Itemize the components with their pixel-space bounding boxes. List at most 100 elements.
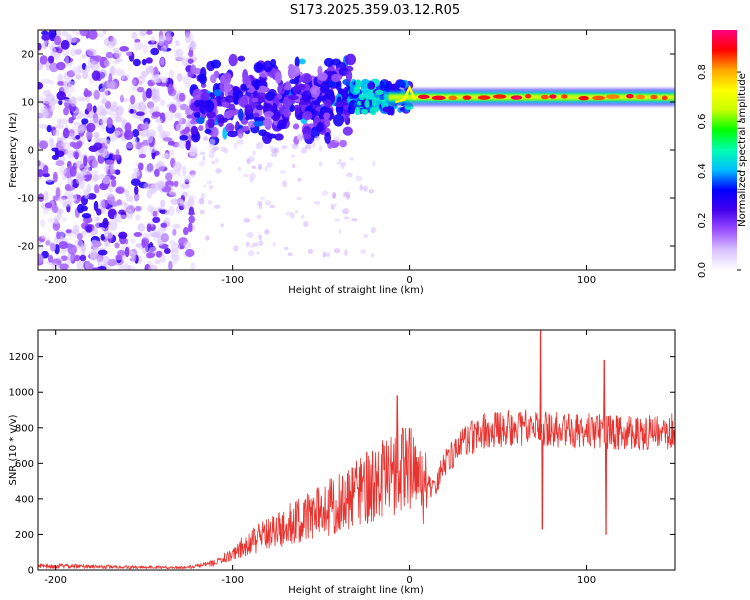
spectrogram-noise-blob — [75, 74, 82, 80]
spectrogram-noise-blob — [148, 264, 158, 270]
snr-y-tick-label: 1000 — [9, 388, 34, 399]
spectrogram-scatter-blob — [292, 123, 300, 130]
spectrogram-faint-blob — [237, 166, 242, 172]
spectrogram-noise-blob — [54, 147, 59, 158]
spectrogram-scatter-blob — [255, 104, 264, 111]
spectrogram-scatter-blob — [205, 111, 216, 119]
spectrogram-noise-blob — [179, 103, 189, 111]
spectrogram-noise-blob — [172, 161, 183, 172]
spectrogram-noise-blob — [156, 240, 164, 246]
spectrogram-noise-blob — [172, 223, 181, 230]
spectrogram-scatter-blob — [223, 82, 232, 93]
spectrogram-y-tick-label: -10 — [18, 194, 34, 205]
spectrogram-noise-blob — [83, 165, 91, 177]
spectrogram-onset-blob — [354, 106, 361, 116]
spectrogram-noise-blob — [139, 30, 147, 37]
spectrogram-noise-blob — [130, 178, 141, 187]
spectrogram-noise-blob — [100, 120, 106, 131]
spectrogram-noise-blob — [42, 172, 50, 178]
spectrogram-scatter-blob — [207, 118, 215, 129]
spectrogram-noise-blob — [48, 98, 55, 107]
spectrogram-noise-blob — [104, 139, 111, 148]
spectrogram-faint-blob — [318, 161, 323, 167]
spectrogram-faint-blob — [325, 252, 331, 258]
spectrogram-noise-blob — [140, 123, 150, 131]
spectrogram-trace-peak — [650, 94, 658, 100]
spectrogram-noise-blob — [41, 42, 48, 50]
spectrogram-noise-blob — [74, 151, 79, 160]
spectrogram-noise-blob — [145, 57, 153, 64]
spectrogram-x-tick-label: 100 — [577, 275, 596, 286]
spectrogram-y-tick-label: -20 — [18, 242, 34, 253]
spectrogram-noise-blob — [38, 253, 44, 264]
spectrogram-faint-blob — [370, 252, 375, 258]
spectrogram-scatter-blob — [218, 117, 228, 123]
spectrogram-noise-blob — [97, 249, 108, 256]
spectrogram-noise-blob — [102, 255, 111, 266]
spectrogram-noise-blob — [52, 129, 60, 137]
spectrogram-scatter-blob — [242, 125, 250, 132]
spectrogram-noise-blob — [126, 51, 133, 57]
spectrogram-noise-blob — [133, 192, 140, 202]
spectrogram-faint-blob — [210, 147, 217, 154]
spectrogram-noise-blob — [123, 130, 134, 141]
spectrogram-noise-blob — [108, 72, 113, 84]
spectrogram-noise-blob — [147, 204, 154, 213]
spectrogram-scatter-blob — [251, 97, 259, 103]
spectrogram-noise-blob — [135, 111, 145, 117]
spectrogram-noise-blob — [114, 50, 122, 59]
spectrogram-trace-peak — [417, 94, 430, 99]
spectrogram-onset-blob — [353, 85, 361, 94]
spectrogram-noise-blob — [188, 152, 196, 157]
spectrogram-faint-blob — [208, 185, 214, 190]
spectrogram-noise-blob — [46, 124, 52, 133]
spectrogram-faint-blob — [349, 157, 354, 161]
spectrogram-noise-blob — [161, 76, 169, 84]
spectrogram-faint-blob — [211, 160, 216, 165]
spectrogram-faint-blob — [297, 177, 302, 182]
spectrogram-trace-peak — [524, 94, 532, 99]
spectrogram-noise-blob — [106, 117, 113, 129]
colorbar-tick-label: 0.8 — [697, 64, 708, 80]
spectrogram-faint-blob — [258, 240, 264, 247]
spectrogram-scatter-blob — [263, 111, 274, 118]
spectrogram-scatter-blob — [276, 123, 283, 130]
spectrogram-noise-blob — [66, 84, 76, 93]
spectrogram-noise-blob — [105, 51, 114, 59]
spectrogram-noise-blob — [176, 73, 183, 82]
spectrogram-noise-blob — [93, 89, 101, 100]
spectrogram-y-label: Frequency (Hz) — [8, 112, 19, 188]
spectrogram-faint-blob — [257, 141, 264, 149]
spectrogram-faint-blob — [279, 170, 286, 175]
spectrogram-scatter-blob — [301, 90, 312, 103]
spectrogram-scatter-blob — [277, 83, 286, 95]
spectrogram-noise-blob — [74, 49, 82, 56]
spectrogram-scatter-blob — [345, 69, 353, 82]
spectrogram-noise-blob — [39, 219, 46, 228]
spectrogram-noise-blob — [64, 55, 70, 67]
spectrogram-faint-blob — [223, 147, 229, 154]
spectrogram-faint-blob — [242, 174, 250, 178]
spectrogram-scatter-blob — [227, 130, 238, 138]
spectrogram-noise-blob — [180, 182, 191, 189]
spectrogram-noise-blob — [152, 232, 162, 238]
spectrogram-scatter-blob — [253, 112, 260, 118]
spectrogram-faint-blob — [344, 191, 351, 198]
snr-y-label: SNR (10 * v/v) — [8, 414, 19, 485]
spectrogram-noise-blob — [75, 31, 80, 36]
spectrogram-noise-blob — [167, 140, 175, 146]
spectrogram-noise-blob — [137, 223, 146, 232]
spectrogram-noise-blob — [157, 123, 163, 132]
spectrogram-faint-blob — [247, 250, 255, 257]
spectrogram-faint-blob — [257, 201, 263, 206]
spectrogram-noise-blob — [179, 134, 189, 141]
spectrogram-noise-blob — [141, 70, 150, 77]
spectrogram-faint-blob — [252, 150, 256, 156]
spectrogram-noise-blob — [81, 213, 92, 219]
spectrogram-noise-blob — [76, 233, 83, 241]
colorbar-tick-label: 0.4 — [697, 163, 708, 179]
spectrogram-noise-blob — [132, 129, 140, 138]
spectrogram-trace-peak — [578, 95, 589, 101]
spectrogram-noise-blob — [86, 130, 93, 140]
spectrogram-noise-blob — [138, 153, 147, 159]
